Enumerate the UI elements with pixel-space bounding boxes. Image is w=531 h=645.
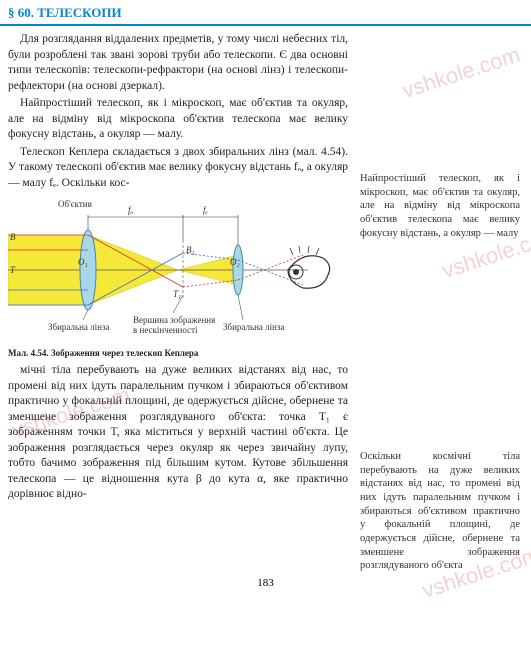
main-column: Для розглядання віддалених предметів, у … <box>8 32 348 573</box>
sidebar-note-1: Найпростіший телескоп, як і мікроскоп, м… <box>360 172 520 240</box>
telescope-diagram: Об'єктив fₒ fₑ B T O₁ T₁ B₁ O₂ Збиральна… <box>8 195 343 359</box>
paragraph-1: Для розглядання віддалених предметів, у … <box>8 32 348 94</box>
fe-label: fₑ <box>203 205 209 215</box>
point-o1: O₁ <box>78 257 88 267</box>
sidebar-note-2: Оскільки космічні тіла перебувають на ду… <box>360 450 520 573</box>
point-b: B <box>10 232 16 242</box>
point-b1: B₁ <box>186 245 195 255</box>
vertex-label: Вершина зображення в нескінченності <box>133 315 218 335</box>
page-number: 183 <box>0 577 531 589</box>
point-o2: O₂ <box>230 257 240 267</box>
objective-label: Об'єктив <box>58 199 92 209</box>
section-title: § 60. ТЕЛЕСКОПИ <box>8 5 122 20</box>
sidebar-column: Найпростіший телескоп, як і мікроскоп, м… <box>360 32 520 573</box>
lens2-label: Збиральна лінза <box>223 322 285 332</box>
paragraph-2: Найпростіший телескоп, як і мікроскоп, м… <box>8 96 348 143</box>
paragraph-3: Телескоп Кеплера складається з двох збир… <box>8 145 348 192</box>
section-header: § 60. ТЕЛЕСКОПИ <box>0 0 531 26</box>
point-t1: T₁ <box>173 289 181 299</box>
figure-caption: Мал. 4.54. Зображення через телескоп Кеп… <box>8 347 343 359</box>
fo-label: fₒ <box>128 205 134 215</box>
paragraph-4: мічні тіла перебувають на дуже великих в… <box>8 363 348 503</box>
lens1-label: Збиральна лінза <box>48 322 110 332</box>
